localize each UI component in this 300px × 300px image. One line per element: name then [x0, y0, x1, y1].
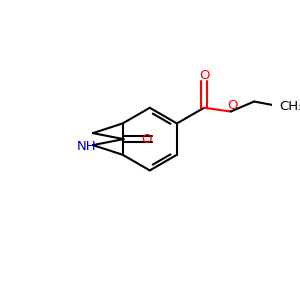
Text: O: O [142, 133, 152, 146]
Text: CH₃: CH₃ [279, 100, 300, 113]
Text: NH: NH [77, 140, 97, 153]
Text: O: O [227, 99, 237, 112]
Text: O: O [199, 69, 209, 82]
